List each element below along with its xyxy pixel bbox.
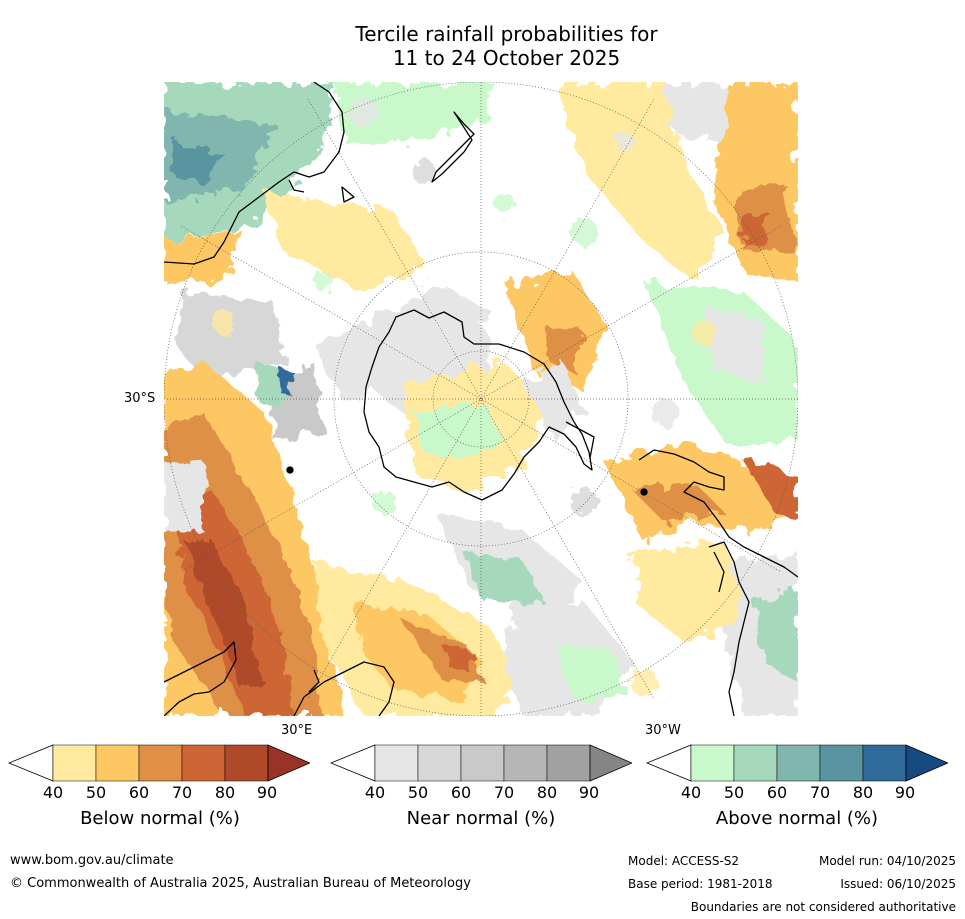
colorbar-swatch [690, 744, 735, 782]
colorbar-swatch [733, 744, 778, 782]
colorbar-max-extend [267, 744, 310, 782]
footer-copyright: © Commonwealth of Australia 2025, Austra… [10, 876, 471, 891]
colorbar-swatch [417, 744, 462, 782]
footer-issued: Issued: 06/10/2025 [840, 877, 956, 891]
legend-title-above: Above normal (%) [715, 808, 879, 829]
lon-label-30e: 30°E [281, 723, 313, 738]
colorbar-min-extend [646, 744, 692, 782]
colorbar-min-extend [330, 744, 376, 782]
tick-label: 80 [214, 783, 236, 802]
title-line-2: 11 to 24 October 2025 [392, 46, 621, 70]
tick-label: 90 [894, 783, 916, 802]
footer-model-run: Model run: 04/10/2025 [818, 854, 956, 868]
colorbar-swatch [862, 744, 907, 782]
colorbar-min-extend [8, 744, 54, 782]
lon-label-30w: 30°W [645, 723, 681, 738]
tick-label: 40 [42, 783, 64, 802]
tick-label: 80 [536, 783, 558, 802]
title-line-1: Tercile rainfall probabilities for [355, 22, 658, 46]
probability-fields [164, 82, 798, 716]
footer-base-period: Base period: 1981-2018 [628, 877, 773, 891]
legend-title-near: Near normal (%) [406, 808, 556, 829]
colorbar-swatch [138, 744, 183, 782]
tick-label: 40 [364, 783, 386, 802]
colorbar-swatch [224, 744, 269, 782]
legend-title-below: Below normal (%) [80, 808, 240, 829]
graticule [164, 82, 798, 716]
colorbar-below-normal [8, 744, 310, 782]
colorbar-swatch [181, 744, 226, 782]
colorbar-swatch [503, 744, 548, 782]
colorbar-above-normal [646, 744, 948, 782]
map-title: Tercile rainfall probabilities for 11 to… [0, 22, 965, 70]
footer-url[interactable]: www.bom.gov.au/climate [10, 853, 174, 868]
colorbar-swatch [95, 744, 140, 782]
footer-model: Model: ACCESS-S2 [628, 854, 740, 868]
tick-label: 50 [407, 783, 429, 802]
coastlines [164, 82, 798, 716]
tick-label: 60 [450, 783, 472, 802]
colorbar-swatch [819, 744, 864, 782]
tick-label: 40 [680, 783, 702, 802]
tick-label: 90 [578, 783, 600, 802]
colorbar-max-extend [589, 744, 632, 782]
antarctica-coast [363, 309, 593, 501]
tick-label: 50 [85, 783, 107, 802]
colorbar-swatch [776, 744, 821, 782]
lat-label-30s: 30°S [124, 391, 156, 406]
tick-label: 90 [256, 783, 278, 802]
tick-label: 80 [852, 783, 874, 802]
polar-rainfall-map [164, 82, 798, 716]
tick-label: 60 [766, 783, 788, 802]
south-america-coast [638, 449, 798, 578]
tick-label: 50 [723, 783, 745, 802]
colorbar-swatch [374, 744, 419, 782]
colorbar-near-normal [330, 744, 632, 782]
tick-label: 70 [809, 783, 831, 802]
new-zealand-coast [431, 111, 475, 183]
australia-coast [164, 82, 345, 265]
tick-label: 70 [493, 783, 515, 802]
colorbar-swatch [460, 744, 505, 782]
footer-disclaimer: Boundaries are not considered authoritat… [690, 900, 956, 914]
colorbar-swatch [52, 744, 97, 782]
tick-label: 60 [128, 783, 150, 802]
tick-label: 70 [171, 783, 193, 802]
colorbar-swatch [546, 744, 591, 782]
africa-coast [164, 641, 237, 716]
colorbar-max-extend [905, 744, 948, 782]
